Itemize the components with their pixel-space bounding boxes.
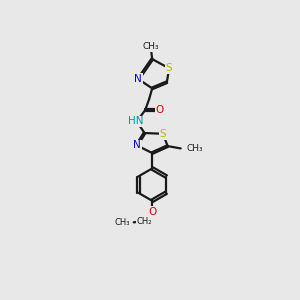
Text: CH₃: CH₃: [187, 144, 203, 153]
Text: O: O: [156, 105, 164, 115]
Text: N: N: [134, 74, 142, 84]
Text: CH₃: CH₃: [142, 42, 159, 51]
Text: CH₂: CH₂: [137, 217, 152, 226]
Text: S: S: [160, 129, 166, 139]
Text: O: O: [148, 207, 156, 217]
Text: HN: HN: [128, 116, 143, 127]
Text: S: S: [166, 63, 172, 73]
Text: N: N: [133, 140, 141, 150]
Text: CH₃: CH₃: [114, 218, 130, 227]
